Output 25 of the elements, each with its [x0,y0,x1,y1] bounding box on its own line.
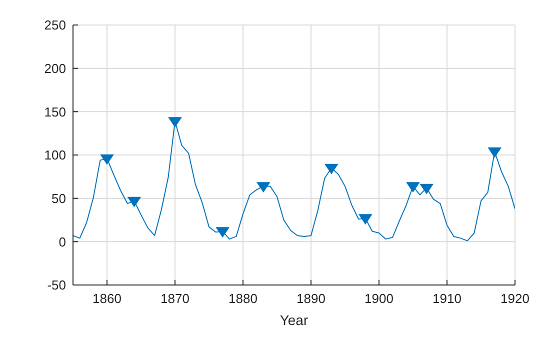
x-tick-label: 1880 [228,291,258,306]
point [488,147,502,158]
x-tick-label: 1900 [364,291,394,306]
x-tick-label: 1890 [296,291,326,306]
point [100,154,114,164]
x-tick-label: 1920 [500,291,530,306]
y-tick-label: 200 [44,60,66,76]
point [216,227,230,238]
x-tick-label: 1910 [432,291,462,306]
x-axis-title: Year [280,312,308,328]
y-tick-label: 0 [58,234,66,250]
y-tick-label: 150 [44,104,66,120]
point [256,182,270,192]
point [358,214,372,224]
x-tick-label: 1870 [160,291,190,306]
point [406,182,420,192]
point [128,196,141,207]
y-tick-label: -50 [47,278,66,293]
y-tick-label: 50 [52,190,66,206]
y-tick-label: 100 [44,148,66,163]
point [168,117,182,128]
point [420,184,434,194]
x-tick-label: 1860 [92,291,122,306]
y-tick-label: 250 [44,18,66,33]
point [324,164,338,174]
